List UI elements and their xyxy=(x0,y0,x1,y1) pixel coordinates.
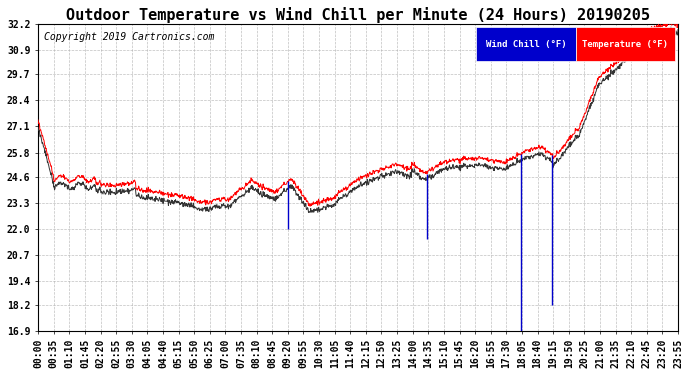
Text: Temperature (°F): Temperature (°F) xyxy=(582,39,668,48)
Bar xyxy=(575,27,675,61)
Text: Wind Chill (°F): Wind Chill (°F) xyxy=(486,39,566,48)
Text: Copyright 2019 Cartronics.com: Copyright 2019 Cartronics.com xyxy=(44,32,215,42)
Bar xyxy=(477,27,575,61)
Title: Outdoor Temperature vs Wind Chill per Minute (24 Hours) 20190205: Outdoor Temperature vs Wind Chill per Mi… xyxy=(66,7,650,23)
